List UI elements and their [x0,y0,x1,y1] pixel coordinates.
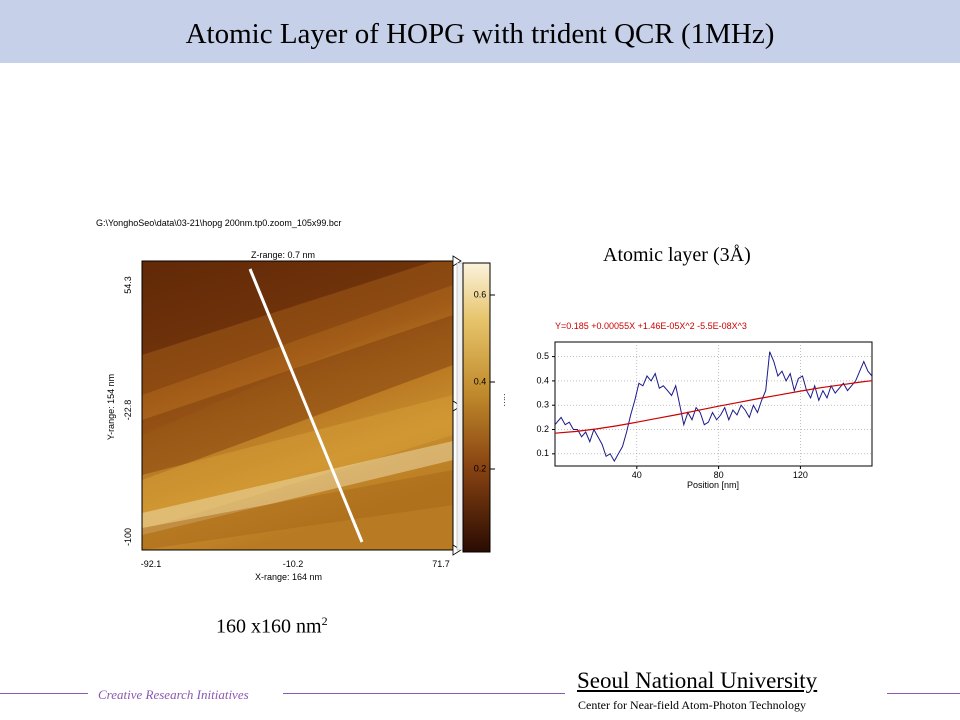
scan-area-label: 160 x160 nm2 [216,614,328,639]
y-ticks: 0.5 0.4 0.3 0.2 0.1 [536,351,555,458]
creative-research-initiatives: Creative Research Initiatives [98,687,249,702]
afm-topography-panel: Z-range: 0.7 nm 54.3 -22.8 -100 Y-range:… [106,250,505,582]
x-tick-left: -92.1 [141,559,162,569]
x-ticks: 40 80 120 [632,466,808,480]
y-range-label: Y-range: 154 nm [106,374,116,440]
y-tick-middle: -22.8 [123,400,133,421]
colorbar-unit: nm [502,394,505,407]
x-tick-right: 71.7 [432,559,450,569]
series-group [554,351,873,463]
z-range-label: Z-range: 0.7 nm [251,250,315,260]
afm-file-path: G:\YonghoSeo\data\03-21\hopg 200nm.tp0.z… [96,218,342,228]
center-name: Center for Near-field Atom-Photon Techno… [578,698,806,712]
x-tick-middle: -10.2 [283,559,304,569]
scan-area-value: 160 x160 nm [216,615,322,638]
y-tick-top: 54.3 [123,276,133,294]
afm-image [142,261,453,550]
gridlines [555,342,872,466]
y-tick-bottom: -100 [123,528,133,546]
x-tick-label: 80 [714,470,724,480]
x-tick-label: 120 [793,470,808,480]
profile-cross-section-line [248,268,364,543]
x-tick-label: 40 [632,470,642,480]
footer-divider-middle [283,693,565,694]
colorbar-tick-0-6: 0.6 [474,289,487,299]
university-name: Seoul National University [577,668,818,693]
x-axis-label: Position [nm] [687,480,739,490]
fit-equation: Y=0.185 +0.00055X +1.46E-05X^2 -5.5E-08X… [555,321,747,331]
x-range-label: X-range: 164 nm [255,572,322,582]
footer-divider-left [0,693,88,694]
y-tick-label: 0.3 [536,400,549,410]
footer-divider-right [887,693,960,694]
slide-title: Atomic Layer of HOPG with trident QCR (1… [185,18,775,50]
scan-area-exponent: 2 [321,614,328,628]
colorbar-tick-0-4: 0.4 [474,376,487,386]
atomic-layer-label: Atomic layer (3Å) [603,244,751,266]
y-tick-label: 0.5 [536,351,549,361]
colorbar-tick-0-2: 0.2 [474,463,487,473]
measured-profile-line [554,351,873,463]
plot-area [554,341,873,467]
colorbar [462,262,491,553]
height-profile-chart: Y=0.185 +0.00055X +1.46E-05X^2 -5.5E-08X… [536,321,873,490]
title-bar [0,0,960,63]
y-tick-label: 0.1 [536,448,549,458]
y-tick-label: 0.2 [536,424,549,434]
fit-curve-line [554,380,873,434]
y-tick-label: 0.4 [536,375,549,385]
